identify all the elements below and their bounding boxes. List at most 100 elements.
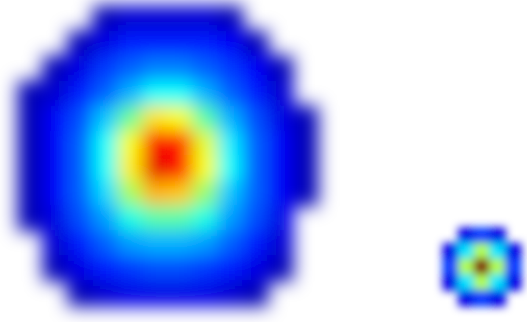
- heatmap-cell: [218, 106, 244, 132]
- heatmap-cell: [18, 81, 44, 107]
- heatmap-cell: [218, 181, 244, 207]
- heatmap-cell: [243, 106, 269, 132]
- heatmap-cell: [243, 31, 269, 57]
- heatmap-cell: [118, 106, 144, 132]
- heatmap-cell: [168, 256, 194, 282]
- heatmap-cell: [474, 274, 491, 291]
- heatmap-cell: [168, 106, 194, 132]
- heatmap-cell: [68, 56, 94, 82]
- heatmap-cell: [168, 56, 194, 82]
- heatmap-cell: [118, 256, 144, 282]
- heatmap-cell: [218, 256, 244, 282]
- heatmap-cell: [218, 81, 244, 107]
- heatmap-cell: [18, 181, 44, 207]
- heatmap-cell: [268, 206, 294, 232]
- heatmap-cell: [118, 131, 144, 157]
- heatmap-cell: [293, 131, 319, 157]
- heatmap-cell: [168, 31, 194, 57]
- heatmap-cell: [458, 243, 475, 260]
- figure: [0, 0, 527, 322]
- heatmap-cell: [243, 156, 269, 182]
- heatmap-cell: [68, 106, 94, 132]
- heatmap-cell: [193, 106, 219, 132]
- heatmap-cell: [43, 56, 69, 82]
- heatmap-cell: [505, 274, 522, 291]
- heatmap-cell: [268, 256, 294, 282]
- heatmap-cell: [193, 81, 219, 107]
- heatmap-panel: [18, 6, 319, 307]
- heatmap-cell: [68, 81, 94, 107]
- heatmap-cell: [193, 6, 219, 32]
- heatmap-cell: [474, 290, 491, 307]
- heatmap-cell: [18, 206, 44, 232]
- heatmap-cell: [443, 259, 460, 276]
- heatmap-cell: [68, 281, 94, 307]
- heatmap-cell: [168, 231, 194, 257]
- heatmap-cell: [218, 281, 244, 307]
- heatmap-cell: [143, 256, 169, 282]
- heatmap-cell: [93, 131, 119, 157]
- heatmap-cell: [93, 31, 119, 57]
- heatmap-cell: [118, 56, 144, 82]
- heatmap-cell: [68, 206, 94, 232]
- heatmap-cell: [93, 56, 119, 82]
- heatmap-cell: [118, 6, 144, 32]
- heatmap-cell: [243, 256, 269, 282]
- heatmap-cell: [458, 274, 475, 291]
- heatmap-cell: [443, 274, 460, 291]
- heatmap-cell: [168, 281, 194, 307]
- heatmap-cell: [168, 6, 194, 32]
- heatmap-cell: [243, 56, 269, 82]
- heatmap-cell: [68, 181, 94, 207]
- heatmap-cell: [43, 256, 69, 282]
- heatmap-cell: [218, 6, 244, 32]
- heatmap-cell: [143, 6, 169, 32]
- heatmap-cell: [443, 243, 460, 260]
- heatmap-cell: [143, 81, 169, 107]
- heatmap-cell: [489, 228, 506, 245]
- heatmap-cell: [193, 256, 219, 282]
- heatmap-cell: [93, 156, 119, 182]
- heatmap-cells: [18, 6, 319, 307]
- heatmap-cell: [168, 181, 194, 207]
- heatmap-cell: [143, 106, 169, 132]
- heatmap-cell: [458, 259, 475, 276]
- heatmap-cell: [18, 131, 44, 157]
- heatmap-cell: [489, 274, 506, 291]
- heatmap-cell: [293, 181, 319, 207]
- heatmap-cell: [193, 181, 219, 207]
- heatmap-cell: [268, 181, 294, 207]
- heatmap-cell: [293, 156, 319, 182]
- heatmap-cell: [143, 231, 169, 257]
- heatmap-cell: [193, 156, 219, 182]
- heatmap-cell: [143, 181, 169, 207]
- heatmap-cell: [474, 259, 491, 276]
- heatmap-cell: [505, 259, 522, 276]
- heatmap-cell: [458, 228, 475, 245]
- heatmap-cell: [168, 156, 194, 182]
- heatmap-cell: [43, 131, 69, 157]
- heatmap-cell: [293, 106, 319, 132]
- heatmap-cell: [193, 231, 219, 257]
- heatmap-cell: [218, 231, 244, 257]
- heatmap-panel: [443, 228, 522, 307]
- heatmap-cell: [118, 31, 144, 57]
- heatmap-cell: [143, 281, 169, 307]
- heatmap-cell: [268, 156, 294, 182]
- heatmap-cell: [193, 56, 219, 82]
- heatmap-cell: [168, 131, 194, 157]
- heatmap-cell: [118, 81, 144, 107]
- heatmap-cell: [43, 206, 69, 232]
- heatmap-cell: [68, 231, 94, 257]
- heatmap-cell: [93, 81, 119, 107]
- heatmap-cell: [143, 131, 169, 157]
- heatmap-cell: [505, 243, 522, 260]
- heatmap-cell: [93, 206, 119, 232]
- heatmap-cell: [243, 206, 269, 232]
- heatmap-cell: [458, 290, 475, 307]
- heatmap-cell: [218, 31, 244, 57]
- heatmap-cell: [118, 156, 144, 182]
- heatmap-cell: [93, 106, 119, 132]
- heatmap-cell: [243, 231, 269, 257]
- heatmap-cells: [443, 228, 522, 307]
